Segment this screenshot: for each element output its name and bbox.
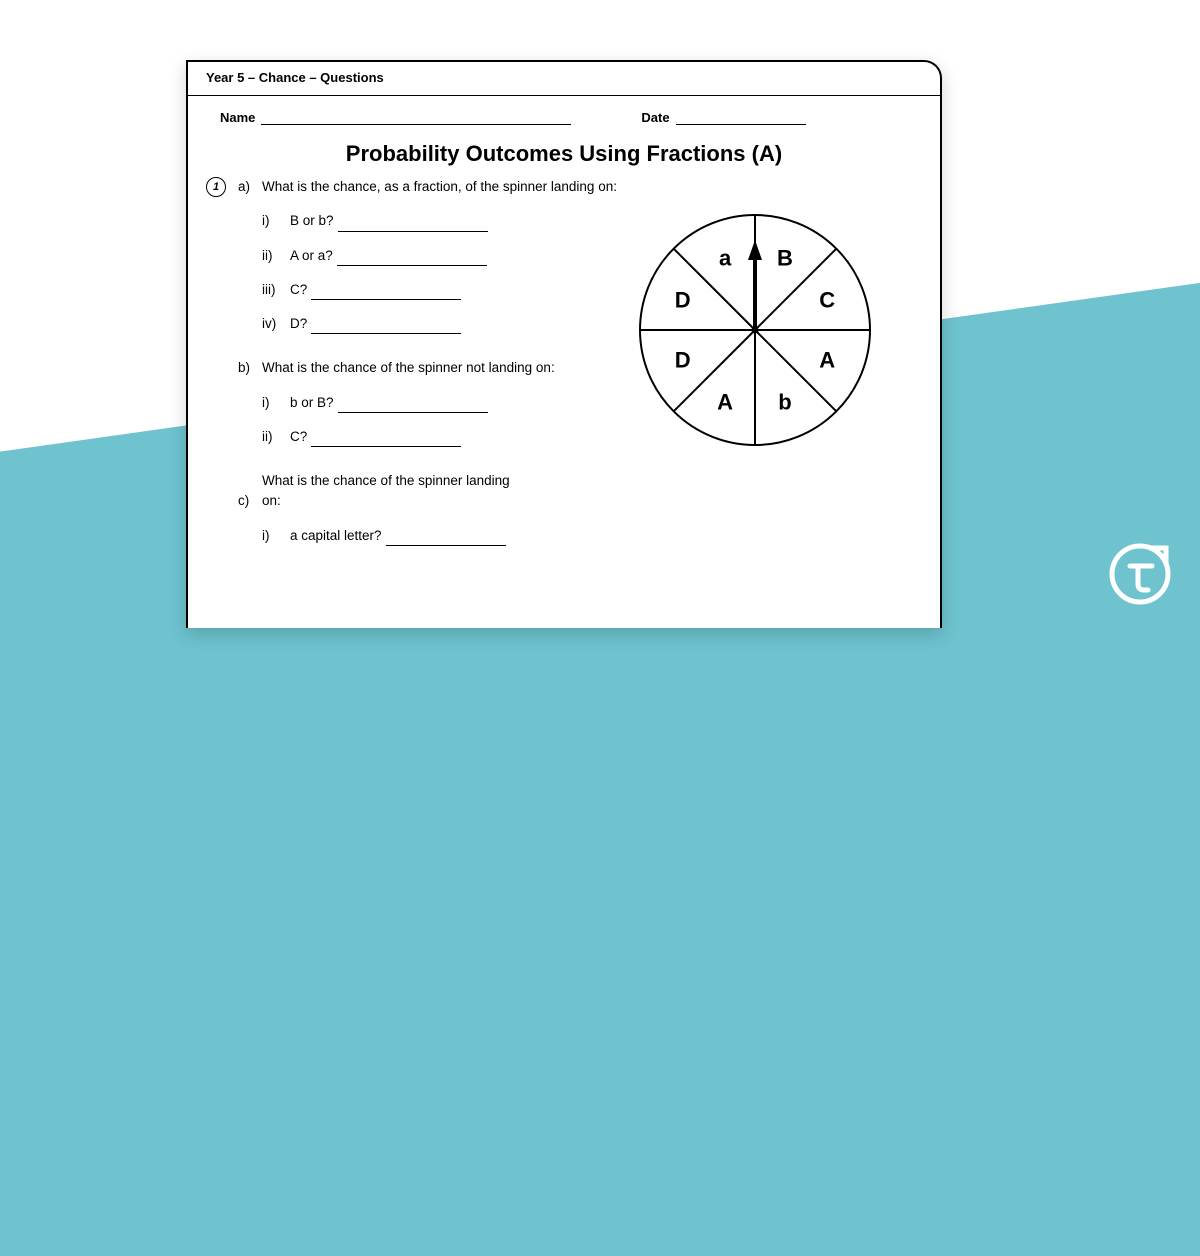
question-number-badge: 1 (206, 177, 226, 197)
part-c-item: i) a capital letter? (238, 526, 908, 546)
spinner-svg: B C Ab A D Da (630, 205, 880, 455)
svg-text:D: D (675, 347, 691, 372)
answer-line (337, 252, 487, 266)
worksheet-content: 1 a) What is the chance, as a fraction, … (188, 167, 940, 546)
name-blank-line (261, 111, 571, 125)
brand-logo (1108, 542, 1172, 606)
worksheet-page: Year 5 – Chance – Questions Name Date Pr… (186, 60, 942, 628)
answer-line (338, 399, 488, 413)
svg-text:D: D (675, 288, 691, 313)
answer-line (338, 218, 488, 232)
worksheet-title: Probability Outcomes Using Fractions (A) (188, 141, 940, 167)
answer-line (311, 286, 461, 300)
part-a-prompt: a) What is the chance, as a fraction, of… (238, 177, 908, 197)
worksheet-header: Year 5 – Chance – Questions (188, 62, 940, 96)
name-date-row: Name Date (188, 96, 940, 125)
part-c-prompt: c) What is the chance of the spinner lan… (238, 471, 908, 512)
answer-line (386, 532, 506, 546)
svg-text:C: C (819, 288, 835, 313)
date-label: Date (641, 110, 675, 125)
svg-text:a: a (719, 245, 732, 270)
date-blank-line (676, 111, 806, 125)
answer-line (311, 320, 461, 334)
svg-text:B: B (777, 245, 793, 270)
answer-line (311, 433, 461, 447)
svg-text:b: b (778, 390, 791, 415)
spinner-diagram: B C Ab A D Da (630, 205, 880, 455)
svg-text:A: A (717, 390, 733, 415)
svg-text:A: A (819, 347, 835, 372)
name-label: Name (220, 110, 261, 125)
